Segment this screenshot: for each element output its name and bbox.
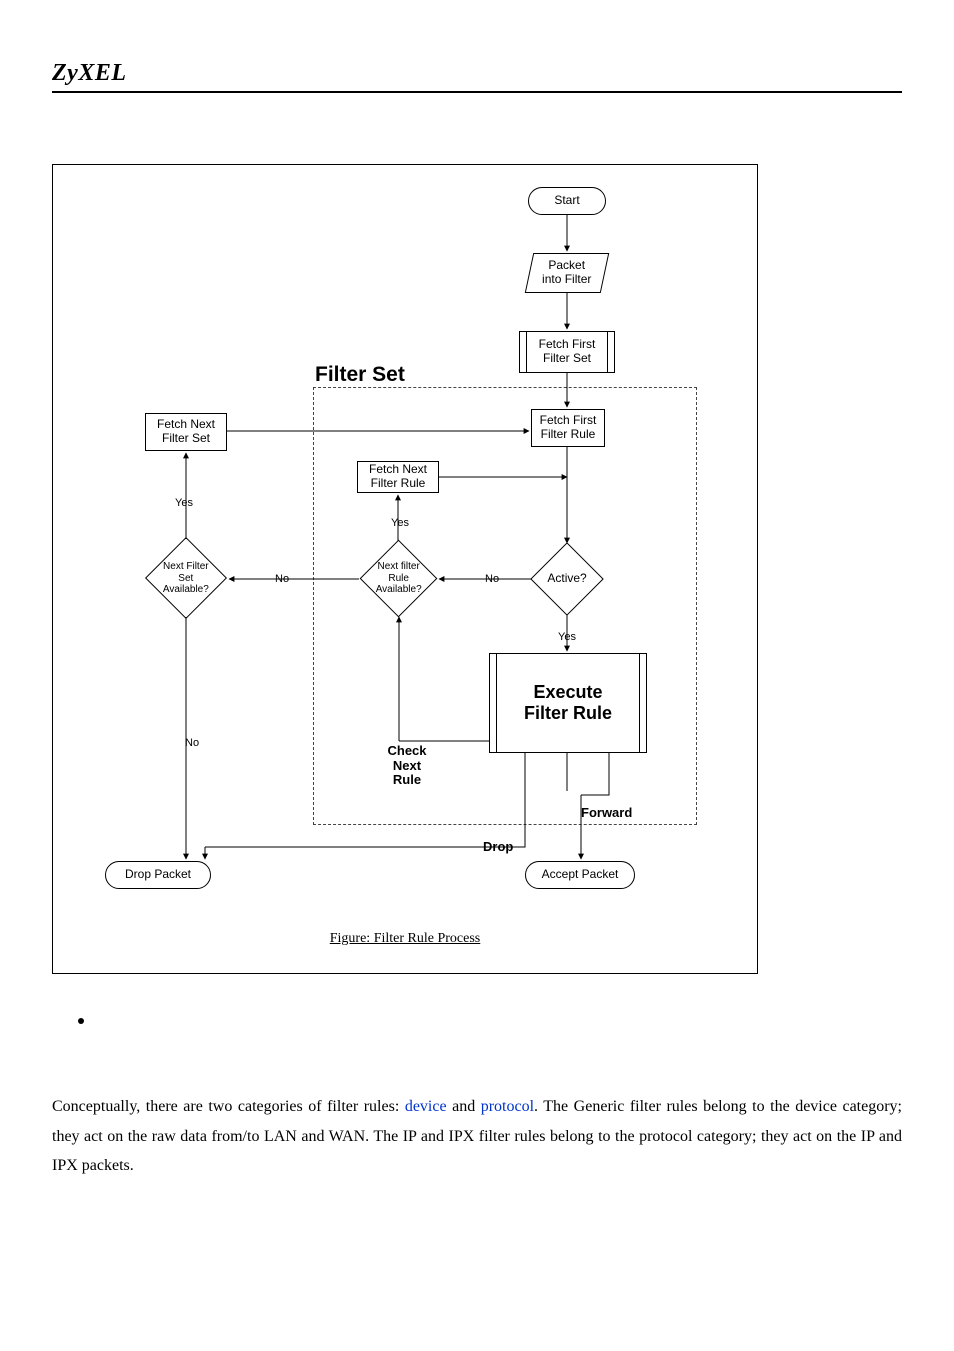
node-packet-into-filter-label: Packetinto Filter <box>542 259 591 287</box>
bullet <box>78 1018 84 1024</box>
header-rule <box>52 91 902 93</box>
node-fetch-first-set: Fetch FirstFilter Set <box>519 331 615 373</box>
node-active-label: Active? <box>542 572 592 586</box>
lbl-yes-ruleavail: Yes <box>391 517 409 529</box>
lbl-no-setavail2: No <box>185 737 199 749</box>
node-drop-packet: Drop Packet <box>105 861 211 889</box>
body-paragraph: Conceptually, there are two categories o… <box>52 1092 902 1181</box>
node-next-set-avail: Next Filter SetAvailable? <box>145 537 227 619</box>
filterset-region <box>313 387 697 825</box>
link-device: device <box>405 1098 447 1115</box>
node-next-set-avail-label: Next Filter SetAvailable? <box>158 561 214 596</box>
node-fetch-first-set-label: Fetch FirstFilter Set <box>529 338 606 366</box>
lbl-drop: Drop <box>483 839 513 854</box>
lbl-yes-active: Yes <box>558 631 576 643</box>
node-fetch-next-rule: Fetch NextFilter Rule <box>357 461 439 493</box>
node-accept-packet: Accept Packet <box>525 861 635 889</box>
figure-frame: Filter Set Start Packetinto Filter Fetch… <box>52 164 758 974</box>
node-execute: ExecuteFilter Rule <box>489 653 647 753</box>
bt-pre: Conceptually, there are two categories o… <box>52 1098 405 1115</box>
page-header: ZyXEL <box>52 60 902 93</box>
lbl-forward: Forward <box>581 805 632 820</box>
bt-mid1: and <box>447 1098 481 1115</box>
node-execute-label: ExecuteFilter Rule <box>510 682 626 723</box>
link-protocol: protocol <box>481 1098 534 1115</box>
figure-caption: Figure: Filter Rule Process <box>330 931 481 947</box>
filterset-title: Filter Set <box>315 363 405 387</box>
node-packet-into-filter: Packetinto Filter <box>525 253 610 293</box>
node-fetch-next-set: Fetch NextFilter Set <box>145 413 227 451</box>
lbl-yes-setavail: Yes <box>175 497 193 509</box>
lbl-no-setavail: No <box>275 573 289 585</box>
node-next-rule-avail-label: Next filterRuleAvailable? <box>372 561 425 596</box>
node-fetch-first-rule: Fetch FirstFilter Rule <box>531 409 605 447</box>
brand-logo: ZyXEL <box>52 60 902 87</box>
node-start: Start <box>528 187 606 215</box>
node-check-next-rule: CheckNextRule <box>377 741 437 791</box>
lbl-no-active: No <box>485 573 499 585</box>
